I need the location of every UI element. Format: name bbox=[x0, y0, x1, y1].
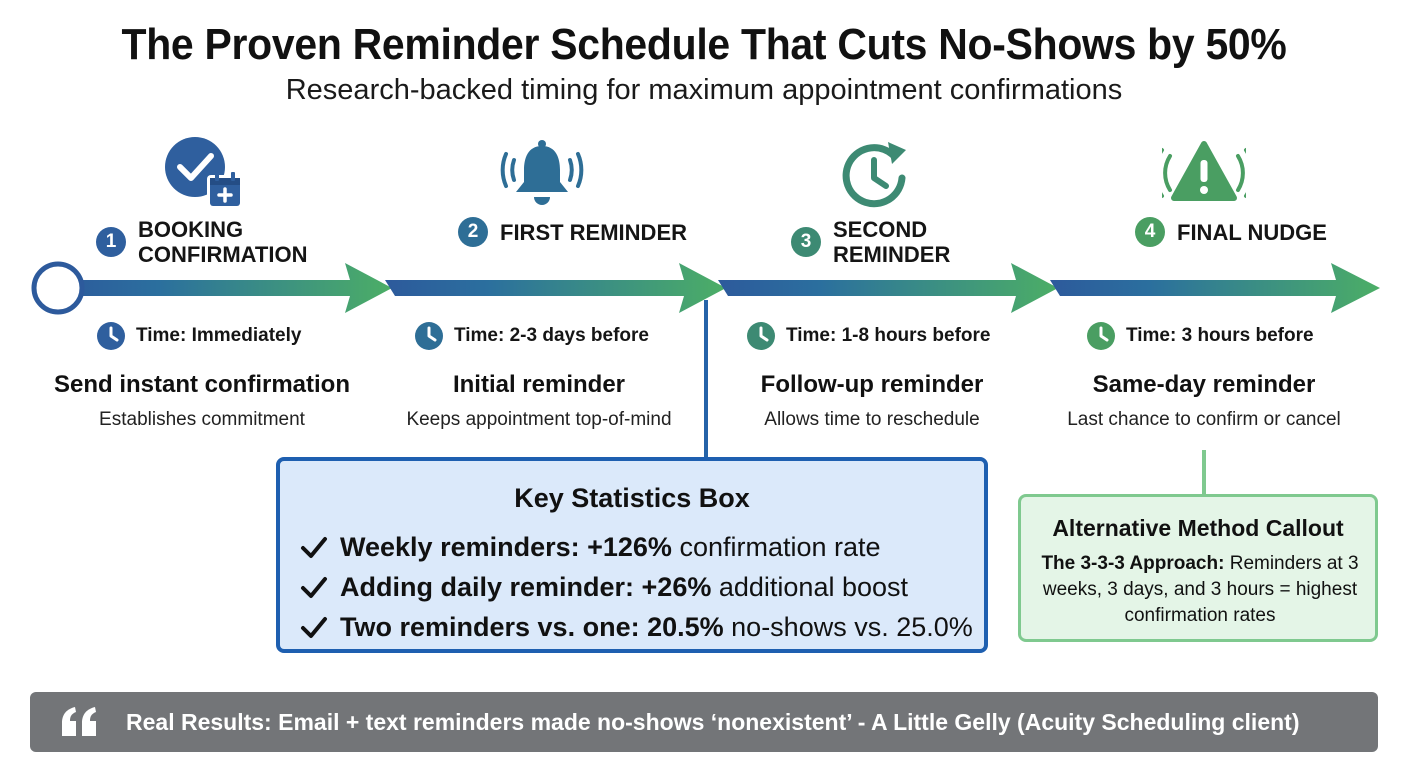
step-3-time: Time: 1-8 hours before bbox=[746, 321, 990, 351]
step-1-number-badge: 1 bbox=[96, 227, 126, 257]
step-1-time: Time: Immediately bbox=[96, 321, 301, 351]
step-1-header: 1 BOOKING CONFIRMATION bbox=[96, 217, 328, 267]
step-2-number-badge: 2 bbox=[458, 217, 488, 247]
timeline-segment-2 bbox=[385, 263, 726, 313]
stats-title: Key Statistics Box bbox=[514, 483, 750, 513]
alternative-body: The 3-3-3 Approach: Reminders at 3 weeks… bbox=[1035, 551, 1365, 629]
stat-text: no-shows vs. 25.0% bbox=[731, 611, 973, 642]
step-4-heading: Same-day reminder bbox=[1092, 371, 1316, 398]
real-results-quote-bar: Real Results: Email + text reminders mad… bbox=[30, 692, 1378, 752]
timeline-arrow bbox=[31, 261, 1380, 315]
clock-icon bbox=[415, 322, 443, 350]
step-3-header: 3 SECOND REMINDER bbox=[791, 217, 1023, 267]
clock-icon bbox=[1087, 322, 1115, 350]
step-2-header: 2 FIRST REMINDER bbox=[458, 217, 690, 247]
alternative-text: Reminders at 3 weeks, 3 days, and 3 hour… bbox=[1042, 553, 1359, 626]
timeline-segment-3 bbox=[718, 263, 1058, 313]
alternative-approach-name: The 3-3-3 Approach: bbox=[1041, 553, 1225, 574]
checkmark-icon bbox=[301, 577, 327, 598]
step-4-description: Last chance to confirm or cancel bbox=[1067, 409, 1341, 430]
step-2-label: FIRST REMINDER bbox=[500, 219, 687, 245]
page-title: The Proven Reminder Schedule That Cuts N… bbox=[121, 20, 1287, 69]
step-4-time: Time: 3 hours before bbox=[1086, 321, 1314, 351]
step-1-heading: Send instant confirmation bbox=[53, 371, 350, 398]
step-4-label: FINAL NUDGE bbox=[1177, 219, 1327, 245]
page-subtitle: Research-backed timing for maximum appoi… bbox=[285, 74, 1123, 106]
step-3-time-text: Time: 1-8 hours before bbox=[786, 325, 991, 346]
step-2-time: Time: 2-3 days before bbox=[414, 321, 649, 351]
timeline-segment-4 bbox=[1050, 263, 1380, 313]
stat-item: Adding daily reminder: +26% additional b… bbox=[300, 567, 973, 607]
step-3-heading: Follow-up reminder bbox=[760, 371, 984, 398]
step-1-time-text: Time: Immediately bbox=[136, 325, 302, 346]
quote-icon bbox=[62, 707, 96, 736]
step-3-description: Allows time to reschedule bbox=[764, 409, 980, 430]
step-4-header: 4 FINAL NUDGE bbox=[1135, 217, 1367, 247]
step-3-label: SECOND REMINDER bbox=[833, 217, 951, 267]
step-1-label: BOOKING CONFIRMATION bbox=[138, 217, 308, 267]
checkmark-icon bbox=[301, 617, 327, 638]
stat-highlight: Two reminders vs. one: 20.5% bbox=[340, 611, 724, 642]
clock-icon bbox=[747, 322, 775, 350]
stats-list: Weekly reminders: +126% confirmation rat… bbox=[300, 527, 973, 647]
timeline-segment-1 bbox=[58, 263, 392, 313]
stat-highlight: Weekly reminders: +126% bbox=[340, 531, 672, 562]
stat-text: confirmation rate bbox=[679, 531, 881, 562]
checkmark-icon bbox=[301, 537, 327, 558]
check-calendar-icon bbox=[165, 137, 243, 209]
quote-text: Real Results: Email + text reminders mad… bbox=[126, 708, 1300, 735]
step-2-time-text: Time: 2-3 days before bbox=[454, 325, 650, 346]
alert-warning-icon bbox=[1162, 141, 1246, 201]
clock-icon bbox=[97, 322, 125, 350]
timeline-start-circle bbox=[31, 261, 85, 315]
key-statistics-box: Key Statistics Box Weekly reminders: +12… bbox=[276, 457, 988, 653]
step-4-time-text: Time: 3 hours before bbox=[1126, 325, 1314, 346]
stat-highlight: Adding daily reminder: +26% bbox=[340, 571, 712, 602]
alternative-title: Alternative Method Callout bbox=[1052, 515, 1344, 541]
stat-item: Weekly reminders: +126% confirmation rat… bbox=[300, 527, 973, 567]
step-2-heading: Initial reminder bbox=[452, 371, 626, 398]
clock-refresh-icon bbox=[842, 142, 906, 208]
step-2-description: Keeps appointment top-of-mind bbox=[406, 409, 672, 430]
stat-item: Two reminders vs. one: 20.5% no-shows vs… bbox=[300, 607, 973, 647]
step-3-number-badge: 3 bbox=[791, 227, 821, 257]
alternative-connector-line bbox=[1202, 450, 1206, 495]
stat-text: additional boost bbox=[718, 571, 909, 602]
ringing-bell-icon bbox=[500, 140, 584, 205]
step-4-number-badge: 4 bbox=[1135, 217, 1165, 247]
alternative-method-callout: Alternative Method Callout The 3-3-3 App… bbox=[1018, 494, 1378, 642]
step-1-description: Establishes commitment bbox=[99, 409, 305, 430]
stats-connector-line bbox=[704, 300, 708, 458]
